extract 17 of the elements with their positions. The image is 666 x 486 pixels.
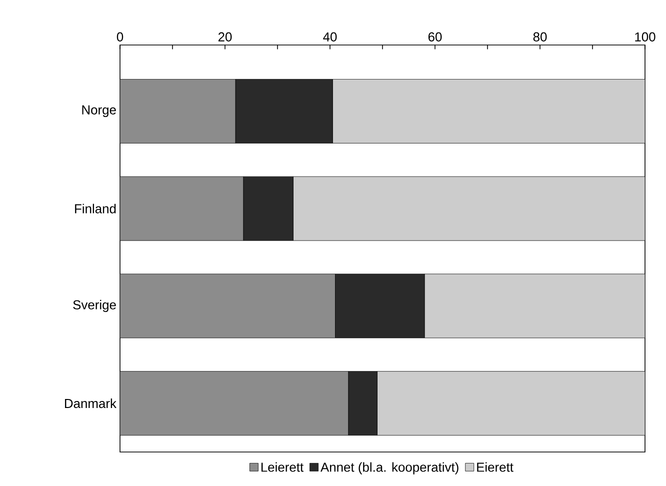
x-tick-label: 20 (218, 32, 232, 42)
x-tick-label: 40 (323, 32, 337, 42)
bar (120, 274, 336, 338)
bar (120, 79, 236, 144)
bar (120, 176, 244, 241)
x-tick-label: 100 (635, 32, 656, 42)
legend-label: Leierett (261, 462, 304, 472)
x-tick-label: 60 (428, 32, 442, 42)
legend-label: Annet (bl.a. kooperativt) (320, 462, 458, 474)
x-tick-label: 0 (116, 32, 124, 42)
y-tick-label: Danmark (65, 398, 116, 408)
x-tick-label: 80 (533, 32, 547, 42)
y-tick-label: Sverige (73, 300, 116, 312)
legend-label: Eierett (477, 462, 514, 472)
bar (120, 371, 349, 436)
y-tick-label: Norge (82, 105, 116, 118)
y-tick-label: Finland (75, 204, 116, 214)
